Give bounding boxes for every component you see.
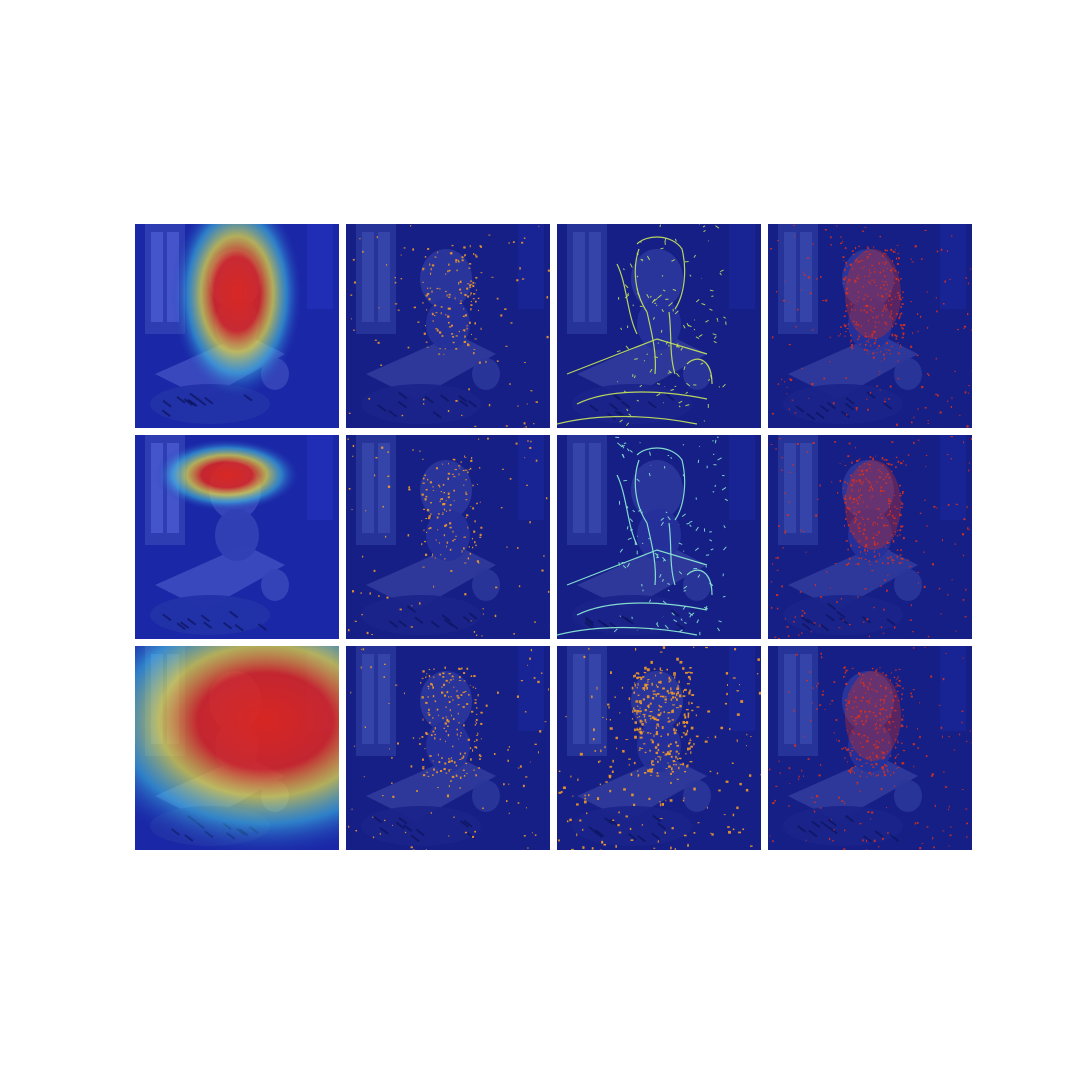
attribution-dots <box>348 648 550 850</box>
figure-panel-r1-c1 <box>135 224 339 428</box>
heatmap-hotspot <box>154 438 300 512</box>
photo-scene <box>557 224 761 428</box>
scattered-orange-dots-overlay <box>346 435 550 639</box>
figure-panel-r3-c3 <box>557 646 761 850</box>
attribution-glow <box>845 249 901 339</box>
figure-panel-r2-c1 <box>135 435 339 639</box>
attribution-dots <box>770 436 972 639</box>
attribution-dots <box>769 224 972 428</box>
attribution-dots <box>558 646 761 850</box>
photo-scene <box>346 224 550 428</box>
edge-contours <box>557 224 727 427</box>
attribution-dots <box>347 437 550 637</box>
photo-scene <box>768 646 972 850</box>
figure-panel-r2-c2 <box>346 435 550 639</box>
edge-contours <box>557 436 728 636</box>
attribution-glow <box>845 460 901 550</box>
figure-panel-r2-c3 <box>557 435 761 639</box>
scattered-orange-dots-overlay <box>346 646 550 850</box>
figure-panel-r3-c1 <box>135 646 339 850</box>
heatmap-hotspot <box>171 224 303 400</box>
scattered-red-dots-overlay <box>768 224 972 428</box>
figure-panel-r1-c4 <box>768 224 972 428</box>
cyan-edge-overlay <box>557 435 761 639</box>
heatmap-overlay <box>135 224 339 428</box>
photo-scene <box>346 646 550 850</box>
figure-panel-r2-c4 <box>768 435 972 639</box>
yellow-green-edge-overlay <box>557 224 761 428</box>
photo-scene <box>768 435 972 639</box>
figure-panel-r3-c4 <box>768 646 972 850</box>
attribution-glow <box>845 671 901 761</box>
scattered-red-dots-overlay <box>768 646 972 850</box>
heatmap-overlay <box>135 435 339 639</box>
attribution-dots <box>348 225 550 428</box>
dense-orange-dots-overlay <box>557 646 761 850</box>
photo-scene <box>557 646 761 850</box>
figure-panel-r1-c3 <box>557 224 761 428</box>
figure-panel-r1-c2 <box>346 224 550 428</box>
photo-scene <box>557 435 761 639</box>
heatmap-hotspot <box>135 646 339 850</box>
heatmap-overlay <box>135 646 339 850</box>
scattered-orange-dots-overlay <box>346 224 550 428</box>
photo-scene <box>346 435 550 639</box>
attribution-dots <box>768 646 972 850</box>
figure-panel-r3-c2 <box>346 646 550 850</box>
photo-scene <box>768 224 972 428</box>
scattered-red-dots-overlay <box>768 435 972 639</box>
